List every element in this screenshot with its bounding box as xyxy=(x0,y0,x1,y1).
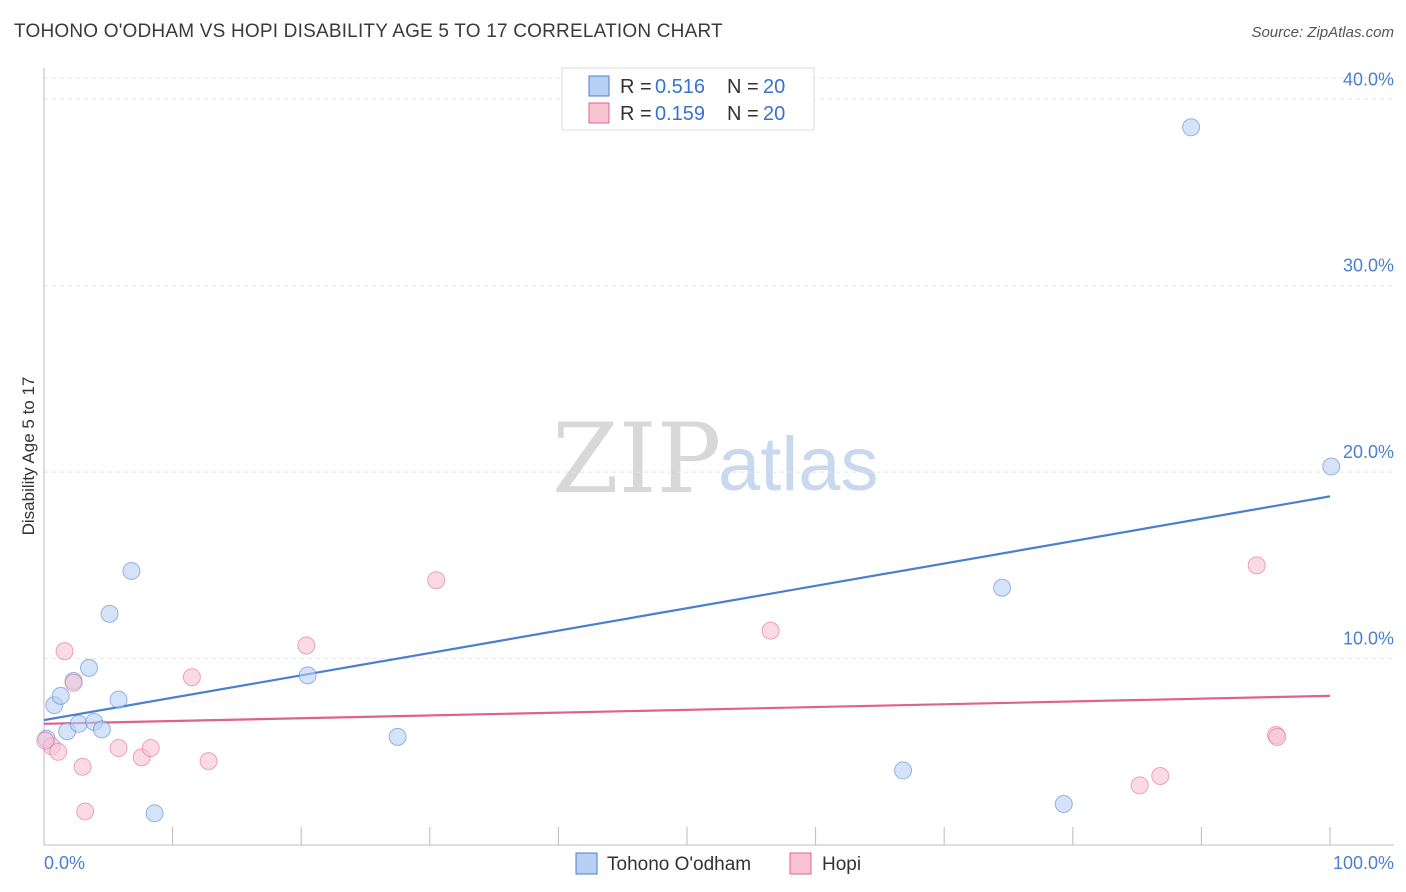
hopi-point-9 xyxy=(141,739,160,758)
hopi-point-4 xyxy=(64,673,83,692)
series-legend-swatch-tohono xyxy=(575,852,598,875)
gridlines xyxy=(44,77,1394,660)
hopi-point-3 xyxy=(55,642,74,661)
axes xyxy=(43,68,1394,846)
tohono-point-14 xyxy=(298,666,317,685)
y-tick-labels: 10.0% 20.0% 30.0% 40.0% xyxy=(1343,69,1394,648)
series-legend: Tohono O'odham Hopi xyxy=(575,852,861,875)
series-legend-label-hopi: Hopi xyxy=(822,854,861,875)
x-tick-label-min: 0.0% xyxy=(44,853,85,873)
y-tick-label-4: 40.0% xyxy=(1343,69,1394,89)
tohono-point-12 xyxy=(122,561,141,580)
tohono-point-20 xyxy=(1322,457,1341,476)
hopi-point-11 xyxy=(199,752,218,771)
hopi-point-14 xyxy=(761,621,780,640)
hopi-point-7 xyxy=(109,739,128,758)
hopi-point-16 xyxy=(1151,767,1170,786)
series-legend-label-tohono: Tohono O'odham xyxy=(607,854,751,875)
tohono-point-19 xyxy=(1182,118,1201,137)
trend-line-tohono xyxy=(43,495,1331,722)
x-tick-label-max: 100.0% xyxy=(1333,853,1394,873)
legend-n-value-1: 20 xyxy=(763,76,785,98)
legend-r-label-2: R = xyxy=(620,103,652,125)
tohono-point-3 xyxy=(51,686,70,705)
series-legend-swatch-hopi xyxy=(789,852,812,875)
tohono-point-6 xyxy=(69,714,88,733)
hopi-point-10 xyxy=(182,668,201,687)
hopi-point-17 xyxy=(1247,556,1266,575)
hopi-point-5 xyxy=(73,757,92,776)
tohono-point-11 xyxy=(109,690,128,709)
tohono-point-7 xyxy=(80,658,99,677)
hopi-point-19 xyxy=(1268,727,1287,746)
tohono-point-15 xyxy=(388,727,407,746)
watermark-atlas: atlas xyxy=(718,422,879,507)
legend-n-value-2: 20 xyxy=(763,103,785,125)
legend-swatch-tohono xyxy=(588,75,610,97)
x-ticks xyxy=(172,827,1331,845)
tohono-point-10 xyxy=(100,604,119,623)
trend-line-hopi xyxy=(43,694,1331,725)
y-tick-label-1: 10.0% xyxy=(1343,629,1394,649)
hopi-point-2 xyxy=(49,742,68,761)
tohono-point-17 xyxy=(993,578,1012,597)
tohono-point-16 xyxy=(894,761,913,780)
legend-n-label-1: N = xyxy=(727,76,759,98)
tohono-point-13 xyxy=(145,804,164,823)
y-tick-label-3: 30.0% xyxy=(1343,256,1394,276)
data-points xyxy=(36,118,1341,823)
source-label: Source: ZipAtlas.com xyxy=(1251,24,1394,41)
y-tick-label-2: 20.0% xyxy=(1343,442,1394,462)
legend-swatch-hopi xyxy=(588,102,610,124)
legend-r-value-2: 0.159 xyxy=(655,103,705,125)
hopi-point-13 xyxy=(427,571,446,590)
legend-r-label-1: R = xyxy=(620,76,652,98)
hopi-point-15 xyxy=(1130,776,1149,795)
correlation-legend: R = 0.516 N = 20 R = 0.159 N = 20 xyxy=(561,67,815,131)
legend-r-value-1: 0.516 xyxy=(655,76,705,98)
watermark-zip: ZIP xyxy=(552,403,721,515)
tohono-point-18 xyxy=(1054,794,1073,813)
hopi-point-20 xyxy=(36,731,55,750)
legend-n-label-2: N = xyxy=(727,103,759,125)
hopi-point-12 xyxy=(297,636,316,655)
chart-title: TOHONO O'ODHAM VS HOPI DISABILITY AGE 5 … xyxy=(14,21,723,42)
trend-lines xyxy=(43,495,1331,725)
hopi-point-6 xyxy=(76,802,95,821)
y-axis-label: Disability Age 5 to 17 xyxy=(19,377,38,536)
tohono-point-9 xyxy=(92,720,111,739)
